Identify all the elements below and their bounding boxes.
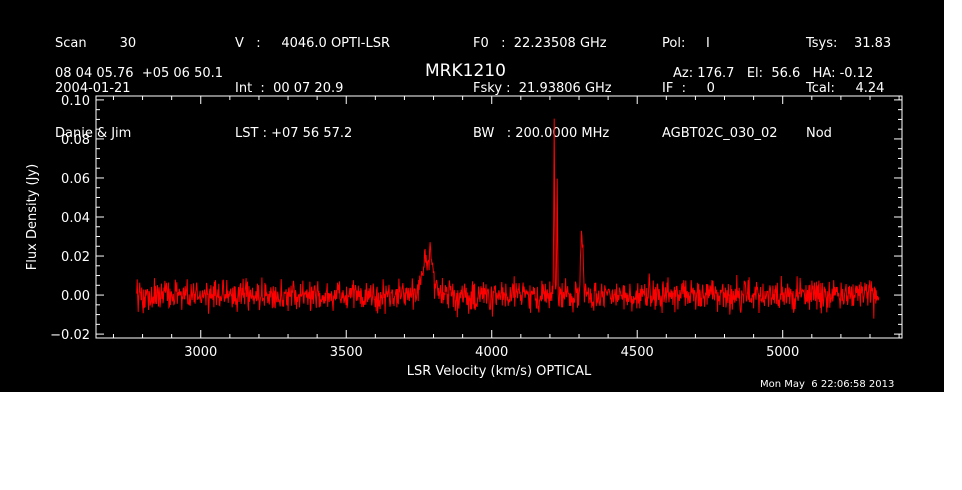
tsys-line: Tsys: 31.83 (806, 36, 892, 51)
plot-timestamp: Mon May 6 22:06:58 2013 (760, 379, 895, 390)
header-velocity-info: V : 4046.0 OPTI-LSR Int : 00 07 20.9 LST… (235, 6, 390, 171)
header-system-info: Tsys: 31.83 Tcal: 4.24 Nod (806, 6, 891, 171)
x-axis-label: LSR Velocity (km/s) OPTICAL (407, 364, 592, 379)
x-tick-label: 3000 (184, 345, 217, 360)
procedure-line: Nod (806, 126, 832, 141)
sky-frequency-line: Fsky : 21.93806 GHz (473, 81, 612, 96)
y-tick-label: 0.08 (61, 133, 90, 148)
spectrum-series-line (136, 118, 880, 319)
header-scan-info: Scan 30 2004-01-21 Danie & Jim (55, 6, 136, 171)
tcal-line: Tcal: 4.24 (806, 81, 885, 96)
y-tick-label: 0.00 (61, 289, 90, 304)
source-name: MRK1210 (425, 61, 506, 81)
y-axis-label: Flux Density (Jy) (25, 164, 40, 270)
y-tick-label: −0.02 (50, 328, 90, 343)
x-tick-label: 4000 (475, 345, 508, 360)
polarization-line: Pol: I (662, 36, 710, 51)
y-tick-label: 0.02 (61, 250, 90, 265)
header-frequency-info: F0 : 22.23508 GHz Fsky : 21.93806 GHz BW… (473, 6, 612, 171)
plot-panel: Scan 30 2004-01-21 Danie & Jim V : 4046.… (0, 0, 944, 392)
if-line: IF : 0 (662, 81, 715, 96)
lst-line: LST : +07 56 57.2 (235, 126, 353, 141)
project-line: AGBT02C_030_02 (662, 126, 778, 141)
pointing-info: Az: 176.7 El: 56.6 HA: -0.12 (673, 66, 874, 81)
velocity-line: V : 4046.0 OPTI-LSR (235, 36, 391, 51)
observer-line: Danie & Jim (55, 126, 132, 141)
y-tick-label: 0.04 (61, 211, 90, 226)
bandwidth-line: BW : 200.0000 MHz (473, 126, 610, 141)
y-tick-label: 0.06 (61, 172, 90, 187)
source-coordinates: 08 04 05.76 +05 06 50.1 (55, 66, 224, 81)
y-tick-label: 0.10 (61, 94, 90, 109)
date-line: 2004-01-21 (55, 81, 131, 96)
integration-line: Int : 00 07 20.9 (235, 81, 344, 96)
x-tick-label: 3500 (330, 345, 363, 360)
spectrum-chart: 3000 3500 4000 4500 5000 −0.02 0.00 0.02 0.04 0.0… (25, 94, 903, 379)
rest-frequency-line: F0 : 22.23508 GHz (473, 36, 607, 51)
scan-line: Scan 30 (55, 36, 137, 51)
header-polarization-info: Pol: I IF : 0 AGBT02C_030_02 (662, 6, 778, 171)
x-tick-label: 4500 (621, 345, 654, 360)
x-tick-label: 5000 (766, 345, 799, 360)
